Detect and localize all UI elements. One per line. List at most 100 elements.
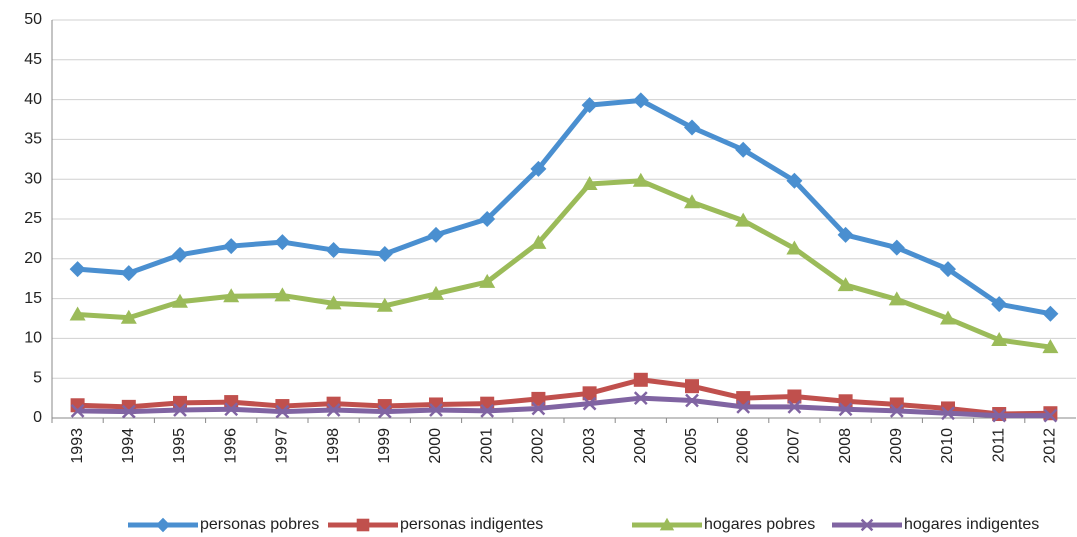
marker — [479, 211, 496, 227]
legend-label: personas pobres — [200, 516, 319, 533]
marker — [837, 226, 854, 243]
x-tick-label: 2007 — [786, 428, 803, 464]
marker — [120, 309, 137, 324]
x-tick-label: 2009 — [888, 428, 905, 464]
y-tick-label: 0 — [33, 409, 42, 426]
marker — [480, 403, 495, 418]
marker — [376, 297, 393, 312]
x-tick-label: 2003 — [581, 428, 598, 464]
x-tick-label: 1993 — [69, 428, 86, 464]
marker — [838, 402, 853, 417]
marker — [632, 172, 649, 187]
marker — [377, 404, 392, 419]
marker — [889, 403, 904, 418]
marker — [888, 291, 905, 306]
marker — [173, 403, 187, 417]
x-tick-label: 1996 — [222, 428, 239, 464]
y-tick-label: 5 — [33, 369, 42, 386]
marker — [633, 372, 648, 387]
marker — [787, 399, 802, 414]
marker — [992, 408, 1007, 423]
marker — [735, 212, 752, 227]
marker — [223, 288, 240, 303]
marker — [838, 394, 853, 409]
marker — [786, 172, 803, 189]
marker — [685, 393, 699, 408]
x-tick-label: 2012 — [1042, 428, 1059, 464]
marker — [121, 404, 136, 419]
marker — [940, 261, 956, 278]
marker — [736, 399, 751, 414]
marker — [633, 391, 648, 405]
x-tick-label: 1997 — [274, 428, 291, 464]
marker — [685, 379, 699, 394]
x-tick-label: 2005 — [683, 428, 700, 464]
marker — [274, 234, 291, 251]
x-tick-label: 2004 — [632, 428, 649, 464]
y-tick-label: 10 — [24, 330, 42, 347]
marker — [172, 246, 188, 263]
marker — [69, 306, 86, 321]
marker — [531, 391, 546, 406]
marker — [581, 175, 598, 190]
marker — [530, 234, 547, 249]
x-tick-label: 2011 — [990, 428, 1007, 463]
x-tick-label: 2010 — [939, 428, 956, 464]
marker — [376, 246, 393, 263]
marker — [684, 119, 700, 136]
y-tick-label: 30 — [24, 170, 42, 187]
marker — [530, 160, 547, 177]
y-tick-label: 40 — [24, 91, 42, 108]
marker — [223, 238, 240, 255]
x-tick-label: 2008 — [837, 428, 854, 464]
marker — [684, 194, 700, 209]
series-line — [77, 178, 1051, 350]
marker — [120, 265, 137, 282]
marker — [632, 92, 649, 109]
legend-label: personas indigentes — [400, 516, 543, 533]
marker — [735, 141, 752, 158]
marker — [325, 295, 342, 310]
y-tick-label: 45 — [24, 51, 42, 68]
y-tick-label: 15 — [24, 290, 42, 307]
marker — [428, 285, 444, 300]
x-tick-label: 1999 — [376, 428, 393, 464]
x-tick-label: 1998 — [325, 428, 342, 464]
marker — [428, 226, 444, 243]
x-tick-label: 2006 — [734, 428, 751, 464]
marker — [991, 296, 1008, 313]
x-tick-label: 2002 — [530, 428, 547, 464]
y-tick-label: 25 — [24, 210, 42, 227]
marker — [172, 293, 188, 308]
marker — [582, 396, 597, 411]
marker — [325, 242, 342, 259]
legend-marker — [860, 518, 874, 532]
marker — [786, 240, 803, 255]
x-tick-label: 2000 — [427, 428, 444, 464]
marker — [326, 403, 341, 417]
marker — [941, 406, 955, 421]
legend-marker — [659, 517, 675, 531]
x-tick-label: 1994 — [120, 428, 137, 464]
marker — [274, 287, 291, 302]
y-tick-label: 50 — [24, 11, 42, 28]
marker — [888, 239, 905, 256]
legend-label: hogares pobres — [704, 516, 815, 533]
marker — [581, 97, 598, 114]
x-tick-label: 2001 — [478, 428, 495, 464]
marker — [531, 401, 546, 416]
series-line — [77, 395, 1051, 419]
marker — [275, 404, 290, 419]
x-tick-label: 1995 — [171, 428, 188, 464]
marker — [1042, 339, 1059, 354]
marker — [224, 402, 239, 417]
marker — [940, 310, 956, 325]
marker — [991, 331, 1008, 346]
marker — [1042, 305, 1059, 322]
marker — [787, 389, 802, 404]
series-line — [77, 377, 1051, 417]
marker — [70, 403, 85, 418]
y-tick-label: 35 — [24, 131, 42, 148]
marker — [1043, 408, 1058, 423]
